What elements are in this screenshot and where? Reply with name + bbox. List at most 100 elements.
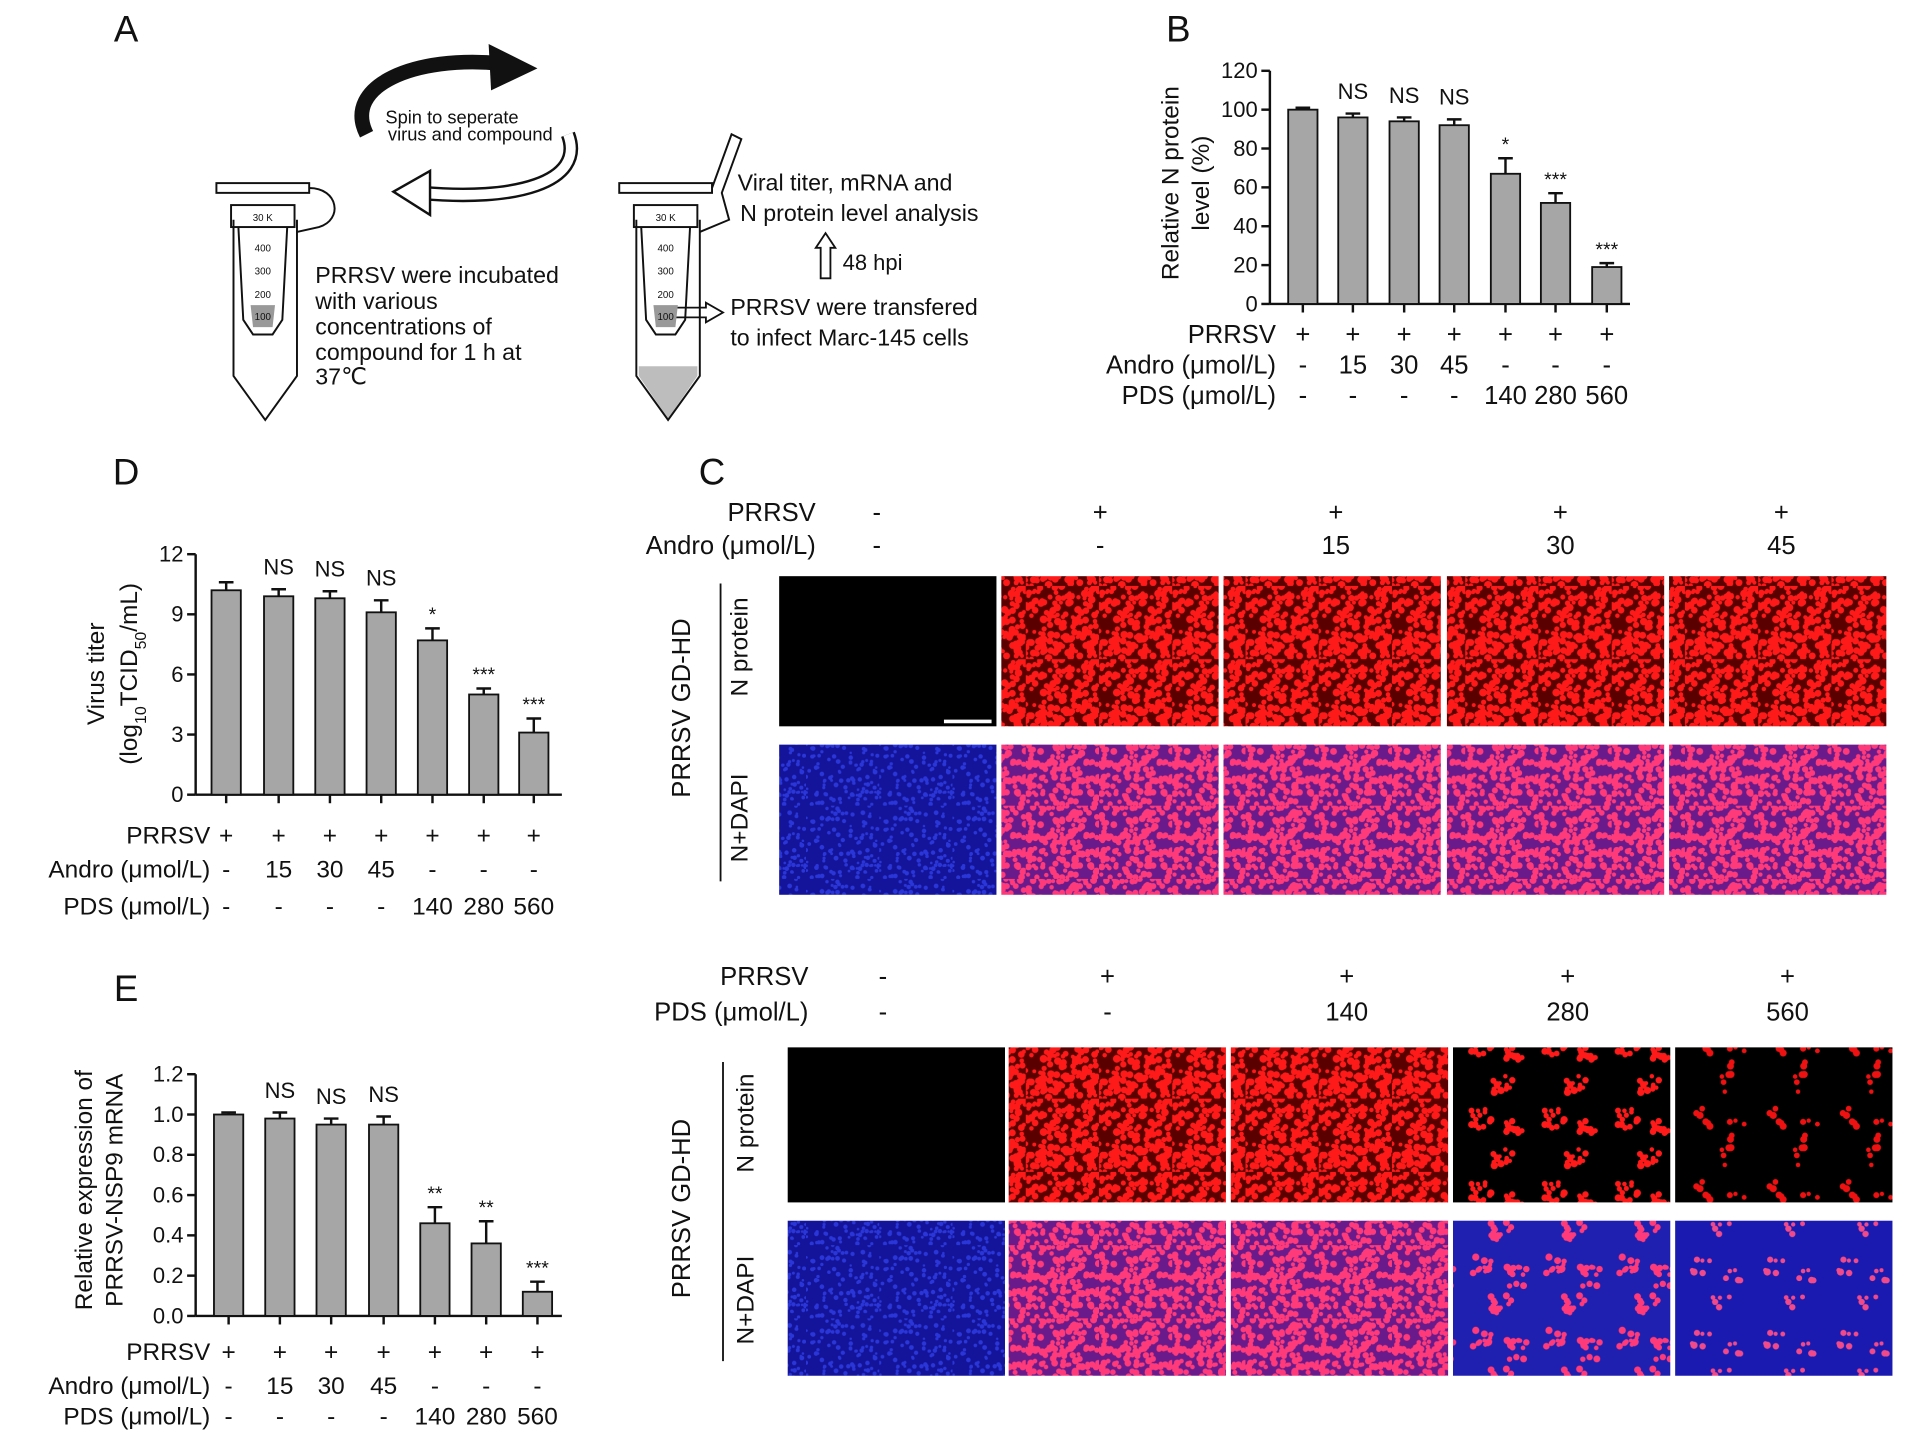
significance-label: * bbox=[1502, 134, 1510, 156]
arrow-head bbox=[391, 168, 432, 218]
significance-label: ** bbox=[479, 1197, 495, 1219]
condition-value: 560 bbox=[1766, 999, 1809, 1027]
condition-label: PRRSV bbox=[720, 963, 808, 991]
condition-value: - bbox=[431, 1373, 439, 1400]
condition-value: + bbox=[1339, 963, 1354, 991]
bar bbox=[1337, 116, 1369, 305]
y-tick-label: 0 bbox=[1245, 291, 1257, 316]
tube-label: 30 K bbox=[656, 213, 677, 224]
y-tick-label: 0.6 bbox=[153, 1182, 184, 1207]
condition-value: + bbox=[1093, 499, 1108, 527]
panel-a: A Spin to seperate virus and compound PR… bbox=[114, 9, 979, 390]
y-axis-label: PRRSV-NSP9 mRNA bbox=[101, 1073, 128, 1307]
tube-hinge bbox=[296, 187, 336, 233]
condition-value: + bbox=[219, 823, 233, 850]
spin-text: Spin to seperate bbox=[385, 106, 518, 127]
condition-value: 140 bbox=[412, 893, 453, 920]
condition-value: 560 bbox=[513, 893, 554, 920]
error-bar bbox=[427, 1205, 443, 1224]
condition-value: 45 bbox=[368, 857, 395, 884]
condition-value: 140 bbox=[415, 1404, 456, 1431]
condition-value: - bbox=[225, 1404, 233, 1431]
condition-value: - bbox=[1603, 352, 1612, 380]
condition-value: + bbox=[1774, 499, 1789, 527]
condition-label: Andro (μmol/L) bbox=[48, 1373, 210, 1400]
condition-value: + bbox=[1780, 963, 1795, 991]
condition-value: + bbox=[479, 1339, 493, 1366]
condition-value: 45 bbox=[1440, 352, 1469, 380]
y-tick-label: 20 bbox=[1233, 252, 1257, 277]
y-tick-label: 0.2 bbox=[153, 1263, 184, 1288]
condition-value: 45 bbox=[1767, 532, 1796, 560]
micrograph bbox=[1223, 576, 1441, 727]
error-bar bbox=[1498, 157, 1513, 174]
condition-value: + bbox=[1397, 321, 1412, 349]
side-label: PRRSV GD-HD bbox=[668, 618, 696, 797]
bar bbox=[213, 1113, 245, 1317]
transfer-text: to infect Marc-145 cells bbox=[730, 324, 968, 350]
condition-value: 30 bbox=[316, 857, 343, 884]
condition-value: + bbox=[1560, 963, 1575, 991]
filter-fill bbox=[250, 305, 276, 328]
condition-value: - bbox=[276, 1404, 284, 1431]
micrograph bbox=[1446, 576, 1665, 727]
y-tick-label: 0 bbox=[171, 782, 183, 807]
y-tick-label: 60 bbox=[1233, 175, 1257, 200]
error-bar bbox=[478, 1220, 494, 1244]
micrograph bbox=[1675, 1220, 1893, 1376]
condition-value: + bbox=[1100, 963, 1115, 991]
tube-label: 300 bbox=[657, 267, 674, 278]
time-text: 48 hpi bbox=[843, 250, 903, 275]
bar bbox=[521, 1290, 554, 1317]
condition-value: 15 bbox=[1339, 352, 1368, 380]
condition-value: + bbox=[1447, 321, 1462, 349]
significance-label: *** bbox=[472, 664, 495, 686]
condition-label: PRRSV bbox=[727, 499, 815, 527]
micrograph bbox=[779, 744, 997, 895]
micrograph bbox=[1223, 744, 1441, 895]
y-tick-label: 6 bbox=[171, 662, 183, 687]
micrograph bbox=[1452, 1047, 1671, 1203]
significance-label: NS bbox=[1338, 79, 1369, 104]
micrograph bbox=[787, 1220, 1005, 1376]
micrograph bbox=[1669, 744, 1887, 895]
tube-cap bbox=[215, 182, 311, 194]
condition-value: + bbox=[1548, 321, 1563, 349]
error-bar bbox=[425, 627, 440, 641]
condition-value: + bbox=[273, 1339, 287, 1366]
condition-value: 280 bbox=[1534, 382, 1577, 410]
condition-value: 560 bbox=[517, 1404, 558, 1431]
condition-value: - bbox=[326, 893, 334, 920]
condition-value: - bbox=[1501, 352, 1510, 380]
condition-value: - bbox=[428, 857, 436, 884]
significance-label: NS bbox=[316, 1084, 347, 1109]
bar bbox=[518, 731, 550, 796]
condition-value: - bbox=[1103, 999, 1112, 1027]
spin-text: virus and compound bbox=[388, 123, 553, 144]
condition-value: - bbox=[1450, 382, 1459, 410]
tube-label: 30 K bbox=[253, 213, 274, 224]
y-axis-label-part: /mL) bbox=[116, 583, 143, 632]
micrograph bbox=[1001, 744, 1219, 895]
tube-label: 200 bbox=[255, 290, 272, 301]
y-axis-label-part: 10 bbox=[133, 706, 150, 724]
condition-value: - bbox=[533, 1373, 541, 1400]
bar bbox=[314, 597, 346, 796]
tube-hinge bbox=[699, 132, 743, 233]
y-axis-label-part: (log bbox=[116, 724, 143, 765]
right-arrow bbox=[670, 301, 725, 324]
condition-value: - bbox=[380, 1404, 388, 1431]
condition-value: + bbox=[323, 823, 337, 850]
panel-label: C bbox=[699, 452, 725, 493]
micrograph bbox=[1452, 1220, 1671, 1376]
y-tick-label: 1.0 bbox=[153, 1102, 184, 1127]
panel-label: E bbox=[114, 968, 138, 1009]
bar bbox=[1539, 202, 1572, 305]
y-axis-label: Relative N protein bbox=[1157, 86, 1184, 280]
row-label: N+DAPI bbox=[733, 1256, 760, 1345]
significance-label: *** bbox=[1544, 169, 1567, 191]
condition-value: - bbox=[480, 857, 488, 884]
panel-label: A bbox=[114, 9, 139, 50]
error-bar bbox=[1396, 116, 1412, 122]
tube: 30 K 400 300 200 100 bbox=[618, 132, 743, 422]
